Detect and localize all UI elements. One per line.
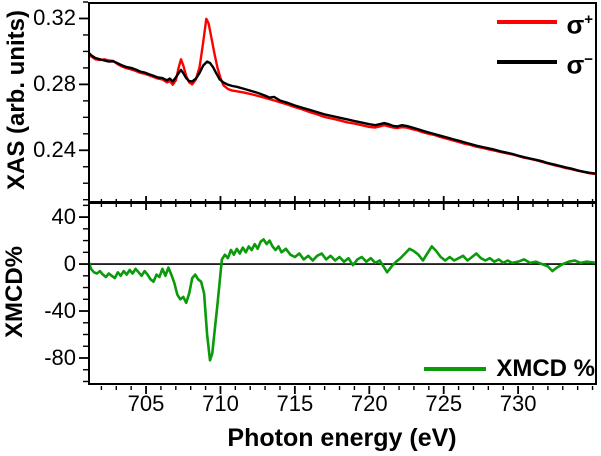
x-tick-label: 720	[350, 391, 388, 416]
x-tick-label: 715	[276, 391, 314, 416]
sigma-plus-label: σ+	[566, 9, 593, 40]
x-tick-label: 705	[127, 391, 165, 416]
x-tick-label: 730	[499, 391, 537, 416]
x-tick-label: 710	[202, 391, 239, 416]
xmcd-line-swatch	[424, 367, 487, 371]
x-axis-title: Photon energy (eV)	[227, 424, 457, 452]
xas-y-tick-label: 0.24	[33, 137, 76, 163]
x-tick-label: 725	[425, 391, 463, 416]
xmcd-y-tick-label: -80	[44, 344, 76, 370]
sigma-plus-line-swatch	[497, 20, 558, 24]
xas-axis-title: XAS (arb. units)	[3, 9, 30, 191]
xmcd-legend: XMCD %	[424, 355, 595, 383]
xas-y-tick-label: 0.32	[33, 5, 76, 31]
xmcd-axis-title: XMCD%	[1, 245, 28, 339]
sigma-minus-label: σ−	[566, 49, 593, 80]
legend-item-sigma-plus: σ+	[497, 2, 593, 42]
xmcd-y-tick-label: 40	[51, 204, 76, 230]
xas-y-tick-label: 0.28	[33, 71, 76, 97]
sigma-minus-line-swatch	[497, 60, 558, 64]
legend-item-sigma-minus: σ−	[497, 42, 593, 82]
xas-legend: σ+ σ−	[497, 2, 593, 82]
xmcd-legend-label: XMCD %	[496, 355, 595, 382]
xmcd-y-tick-label: 0	[63, 251, 76, 277]
xmcd-y-tick-label: -40	[44, 298, 76, 324]
